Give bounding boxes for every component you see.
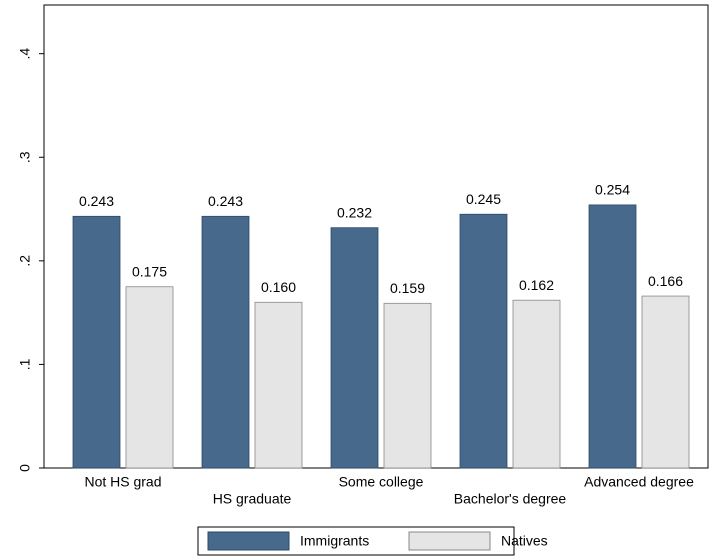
value-label: 0.162 — [519, 277, 554, 293]
legend-swatch — [408, 531, 491, 551]
value-label: 0.166 — [648, 273, 683, 289]
value-label: 0.160 — [261, 279, 296, 295]
x-tick-label: Bachelor's degree — [454, 491, 567, 507]
value-label: 0.175 — [132, 263, 167, 279]
bar — [459, 213, 508, 469]
bar — [512, 299, 561, 469]
bar — [588, 204, 637, 469]
x-tick-label: HS graduate — [213, 491, 292, 507]
y-tick-label: .1 — [17, 358, 33, 370]
bar — [330, 227, 379, 469]
bar — [72, 215, 121, 469]
value-label: 0.243 — [208, 193, 243, 209]
y-tick-label: 0 — [17, 464, 33, 472]
x-tick-label: Some college — [339, 474, 424, 490]
value-label: 0.232 — [337, 204, 372, 220]
x-tick-label: Not HS grad — [84, 474, 161, 490]
value-label: 0.254 — [595, 182, 630, 198]
bar — [125, 286, 174, 469]
legend-label: Immigrants — [300, 533, 369, 549]
value-label: 0.243 — [79, 193, 114, 209]
value-label: 0.159 — [390, 280, 425, 296]
x-tick-label: Advanced degree — [584, 474, 694, 490]
bar — [254, 301, 303, 469]
bar — [641, 295, 690, 469]
legend-swatch — [207, 531, 290, 551]
y-tick-label: .4 — [17, 48, 33, 60]
y-tick-label: .3 — [17, 151, 33, 163]
bar — [383, 302, 432, 469]
y-tick-label: .2 — [17, 255, 33, 267]
bar — [201, 215, 250, 469]
legend-label: Natives — [501, 533, 548, 549]
value-label: 0.245 — [466, 191, 501, 207]
